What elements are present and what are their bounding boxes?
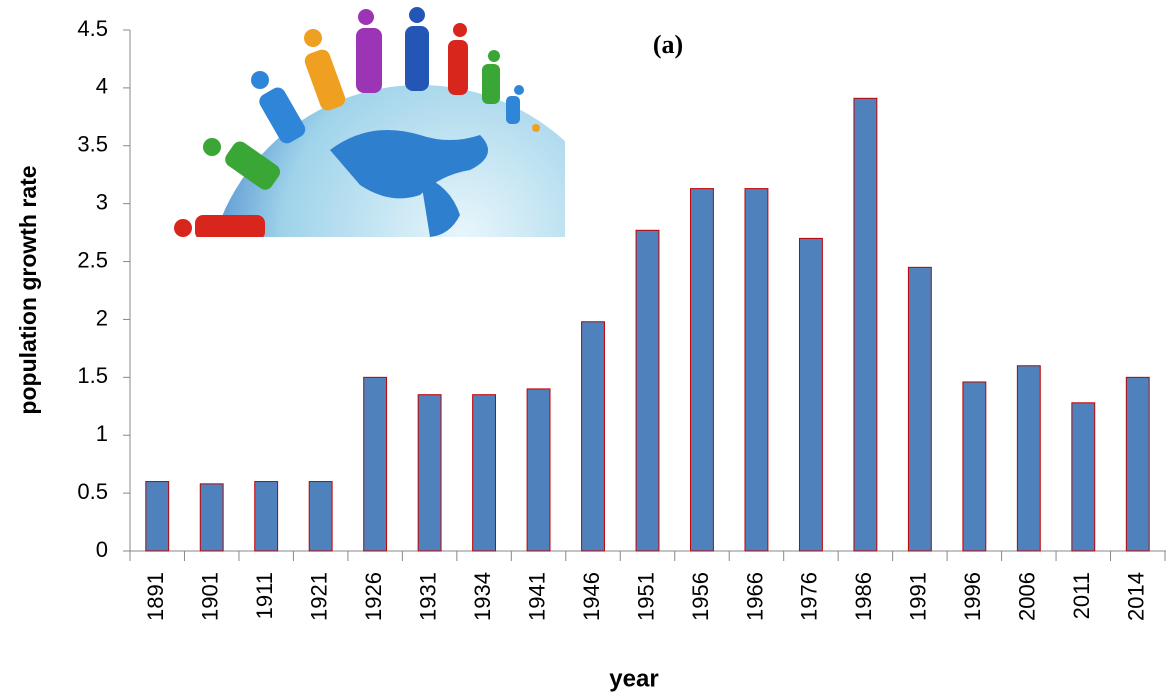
x-tick-label: 1921 — [306, 572, 331, 621]
bar — [581, 321, 605, 552]
bar — [1125, 376, 1150, 552]
bar — [145, 481, 170, 552]
x-tick-label: 1891 — [143, 572, 168, 621]
y-tick-label: 0 — [96, 537, 108, 562]
y-tick-label: 1.5 — [77, 363, 108, 388]
globe-illustration — [174, 7, 565, 237]
x-tick-label: 2014 — [1124, 572, 1149, 621]
x-tick-label: 1931 — [415, 572, 440, 621]
x-tick-label: 1911 — [252, 572, 277, 619]
bar — [308, 481, 333, 552]
bar — [744, 188, 769, 552]
y-tick-label: 1 — [96, 421, 108, 446]
x-tick-label: 1956 — [688, 572, 713, 621]
bar — [199, 483, 224, 552]
bar — [254, 481, 279, 552]
bar — [472, 394, 497, 552]
x-tick-label: 1991 — [906, 572, 931, 621]
y-tick-label: 3.5 — [77, 132, 108, 157]
x-axis-label: year — [609, 665, 658, 692]
bar — [363, 376, 388, 552]
x-tick-label: 2011 — [1069, 572, 1094, 619]
x-tick-label: 1966 — [742, 572, 767, 621]
x-tick-label: 1951 — [633, 572, 658, 621]
bar — [853, 97, 878, 552]
bar — [1071, 402, 1096, 552]
y-tick-label: 0.5 — [77, 479, 108, 504]
y-axis-label: population growth rate — [15, 165, 41, 414]
x-tick-label: 1941 — [524, 572, 549, 621]
x-tick-label: 1901 — [198, 572, 223, 621]
bar — [907, 266, 932, 552]
y-tick-label: 3 — [96, 189, 108, 214]
bar — [635, 229, 660, 552]
bar — [1016, 365, 1041, 552]
x-tick-label: 1986 — [851, 572, 876, 621]
chart-title: (a) — [653, 30, 683, 59]
x-tick-label: 1946 — [579, 572, 604, 621]
y-tick-label: 4 — [96, 74, 108, 99]
x-tick-label: 1976 — [797, 572, 822, 621]
y-tick-label: 2 — [96, 305, 108, 330]
x-tick-label: 2006 — [1015, 572, 1040, 621]
x-tick-label: 1996 — [960, 572, 985, 621]
y-tick-label: 2.5 — [77, 247, 108, 272]
bar — [526, 388, 551, 552]
bar — [962, 381, 987, 552]
x-tick-label: 1926 — [361, 572, 386, 621]
x-tick-label: 1934 — [470, 572, 495, 621]
bar — [417, 394, 442, 552]
bar — [798, 237, 823, 552]
y-tick-label: 4.5 — [77, 16, 108, 41]
bar — [690, 188, 714, 552]
